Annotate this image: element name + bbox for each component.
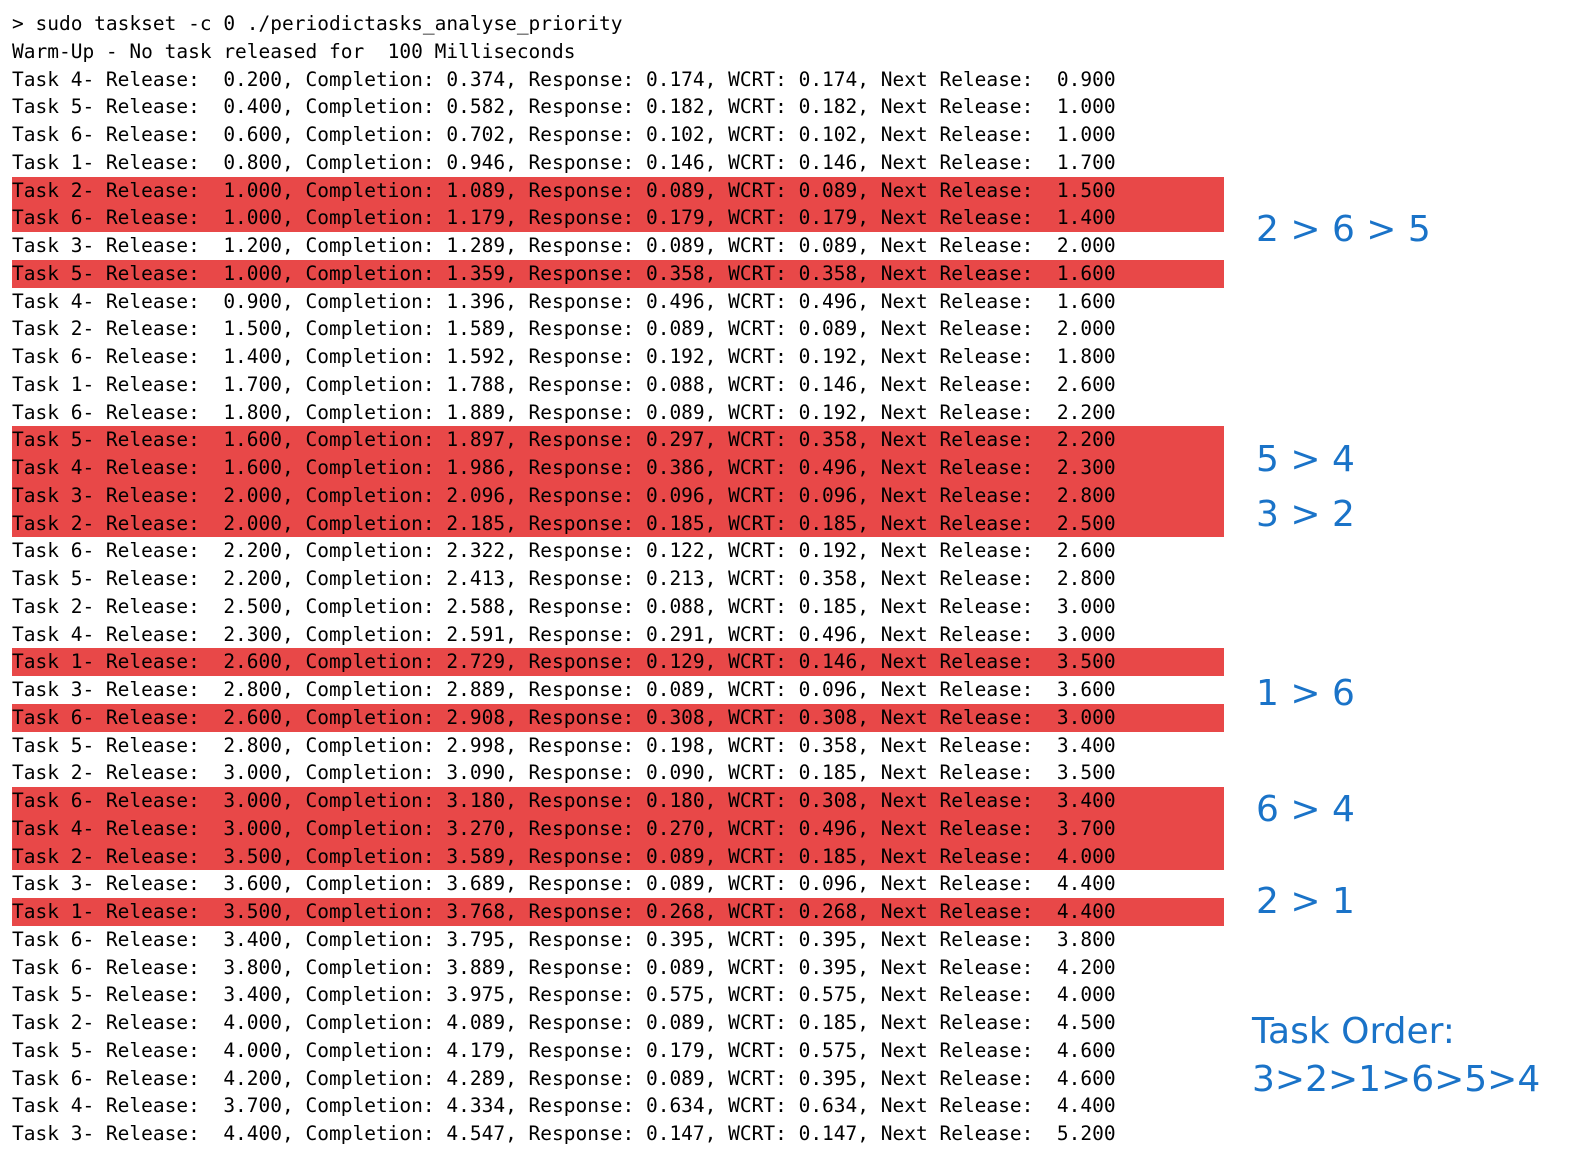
log-line-highlighted: Task 1- Release: 2.600, Completion: 2.72… bbox=[12, 648, 1224, 676]
task-log: Task 4- Release: 0.200, Completion: 0.37… bbox=[12, 66, 1224, 1148]
log-line: Task 1- Release: 1.700, Completion: 1.78… bbox=[12, 372, 1116, 396]
log-line: Task 5- Release: 4.000, Completion: 4.17… bbox=[12, 1038, 1116, 1062]
annotation-order-2: 5 > 4 bbox=[1256, 439, 1355, 480]
log-line-highlighted: Task 3- Release: 2.000, Completion: 2.09… bbox=[12, 481, 1224, 510]
log-line: Task 5- Release: 2.200, Completion: 2.41… bbox=[12, 567, 1116, 590]
annotation-order-5: 6 > 4 bbox=[1256, 789, 1355, 830]
log-line: Task 5- Release: 3.400, Completion: 3.97… bbox=[12, 983, 1116, 1007]
log-line: Task 6- Release: 2.200, Completion: 2.32… bbox=[12, 539, 1116, 563]
log-line-highlighted: Task 6- Release: 3.000, Completion: 3.18… bbox=[12, 787, 1224, 815]
log-line-highlighted: Task 6- Release: 2.600, Completion: 2.90… bbox=[12, 703, 1224, 732]
log-line-highlighted: Task 4- Release: 1.600, Completion: 1.98… bbox=[12, 454, 1224, 482]
log-line: Task 1- Release: 0.800, Completion: 0.94… bbox=[12, 150, 1116, 174]
log-line: Task 4- Release: 3.700, Completion: 4.33… bbox=[12, 1094, 1116, 1118]
log-line: Task 3- Release: 2.800, Completion: 2.88… bbox=[12, 678, 1116, 701]
log-line: Task 3- Release: 1.200, Completion: 1.28… bbox=[12, 234, 1116, 257]
log-line: Task 6- Release: 1.800, Completion: 1.88… bbox=[12, 400, 1116, 424]
log-line: Task 6- Release: 3.400, Completion: 3.79… bbox=[12, 927, 1116, 951]
log-line-highlighted: Task 6- Release: 1.000, Completion: 1.17… bbox=[12, 204, 1224, 232]
log-line: Task 2- Release: 2.500, Completion: 2.58… bbox=[12, 594, 1116, 618]
log-line: Task 3- Release: 4.400, Completion: 4.54… bbox=[12, 1122, 1116, 1145]
warmup-line: Warm-Up - No task released for 100 Milli… bbox=[12, 39, 576, 63]
log-line-highlighted: Task 5- Release: 1.000, Completion: 1.35… bbox=[12, 259, 1224, 288]
task-order-value: 3>2>1>6>5>4 bbox=[1252, 1059, 1541, 1100]
log-line: Task 4- Release: 0.900, Completion: 1.39… bbox=[12, 289, 1116, 313]
annotation-order-6: 2 > 1 bbox=[1256, 881, 1355, 922]
log-line-highlighted: Task 4- Release: 3.000, Completion: 3.27… bbox=[12, 814, 1224, 843]
log-line: Task 6- Release: 0.600, Completion: 0.70… bbox=[12, 123, 1116, 146]
log-line: Task 6- Release: 3.800, Completion: 3.88… bbox=[12, 955, 1116, 979]
log-line: Task 5- Release: 2.800, Completion: 2.99… bbox=[12, 733, 1116, 757]
log-line-highlighted: Task 2- Release: 2.000, Completion: 2.18… bbox=[12, 509, 1224, 538]
task-order-label: Task Order: bbox=[1252, 1011, 1455, 1052]
log-line: Task 6- Release: 4.200, Completion: 4.28… bbox=[12, 1066, 1116, 1090]
command-line: > sudo taskset -c 0 ./periodictasks_anal… bbox=[12, 12, 623, 35]
log-line: Task 2- Release: 1.500, Completion: 1.58… bbox=[12, 317, 1116, 341]
log-line: Task 2- Release: 3.000, Completion: 3.09… bbox=[12, 761, 1116, 785]
log-line-highlighted: Task 1- Release: 3.500, Completion: 3.76… bbox=[12, 898, 1224, 926]
log-line-highlighted: Task 2- Release: 3.500, Completion: 3.58… bbox=[12, 842, 1224, 871]
annotation-order-1: 2 > 6 > 5 bbox=[1256, 209, 1431, 250]
annotation-order-4: 1 > 6 bbox=[1256, 673, 1355, 714]
log-line: Task 4- Release: 2.300, Completion: 2.59… bbox=[12, 622, 1116, 646]
terminal-output: > sudo taskset -c 0 ./periodictasks_anal… bbox=[12, 10, 1224, 1148]
log-line: Task 6- Release: 1.400, Completion: 1.59… bbox=[12, 345, 1116, 368]
log-line: Task 2- Release: 4.000, Completion: 4.08… bbox=[12, 1011, 1116, 1034]
log-line: Task 5- Release: 0.400, Completion: 0.58… bbox=[12, 95, 1116, 119]
log-line-highlighted: Task 2- Release: 1.000, Completion: 1.08… bbox=[12, 176, 1224, 205]
annotation-order-3: 3 > 2 bbox=[1256, 494, 1355, 535]
log-line: Task 3- Release: 3.600, Completion: 3.68… bbox=[12, 872, 1116, 896]
log-line: Task 4- Release: 0.200, Completion: 0.37… bbox=[12, 67, 1116, 91]
log-line-highlighted: Task 5- Release: 1.600, Completion: 1.89… bbox=[12, 426, 1224, 454]
